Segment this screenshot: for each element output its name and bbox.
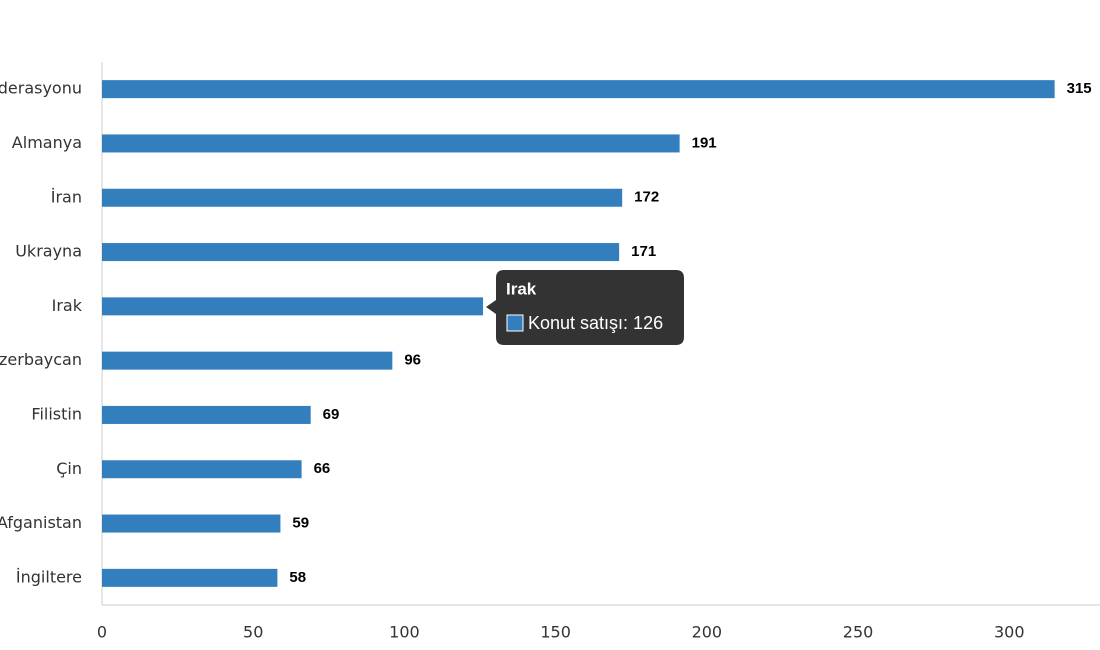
value-label: 96 — [404, 352, 421, 369]
x-tick-label: 50 — [243, 623, 263, 642]
bar — [102, 405, 311, 424]
value-label: 171 — [631, 243, 656, 260]
value-label: 191 — [692, 134, 717, 151]
value-label: 172 — [634, 189, 659, 206]
bar — [102, 297, 484, 316]
x-tick-label: 250 — [843, 623, 874, 642]
x-tick-label: 100 — [389, 623, 420, 642]
tooltip-swatch — [506, 314, 524, 332]
category-label: Almanya — [12, 133, 82, 152]
bar — [102, 568, 278, 587]
tooltip: Irak Konut satışı: 126 — [486, 270, 684, 345]
bar — [102, 243, 620, 262]
bar — [102, 460, 302, 479]
value-label: 315 — [1067, 80, 1092, 97]
tooltip-text: Konut satışı: 126 — [528, 313, 663, 333]
category-label: Azerbaycan — [0, 350, 82, 369]
bar — [102, 80, 1055, 99]
value-label: 66 — [314, 460, 331, 477]
x-tick-label: 300 — [994, 623, 1025, 642]
category-label: Ukrayna — [15, 242, 82, 261]
bar — [102, 134, 680, 153]
category-label: Irak — [52, 296, 83, 315]
value-label: 69 — [323, 406, 340, 423]
x-tick-label: 150 — [540, 623, 571, 642]
value-label: 59 — [292, 515, 309, 532]
category-label: İran — [51, 187, 82, 206]
bar — [102, 514, 281, 533]
category-label: Afganistan — [0, 513, 82, 532]
category-label: Filistin — [31, 404, 82, 423]
category-label: Çin — [56, 459, 82, 478]
bar — [102, 188, 623, 207]
x-tick-label: 0 — [97, 623, 107, 642]
tooltip-box — [486, 270, 684, 345]
x-tick-label: 200 — [692, 623, 723, 642]
bar — [102, 351, 393, 370]
value-label: 58 — [289, 569, 306, 586]
category-label: İngiltere — [16, 567, 82, 586]
category-label: Rusya Federasyonu — [0, 79, 82, 98]
tooltip-title: Irak — [506, 279, 537, 298]
